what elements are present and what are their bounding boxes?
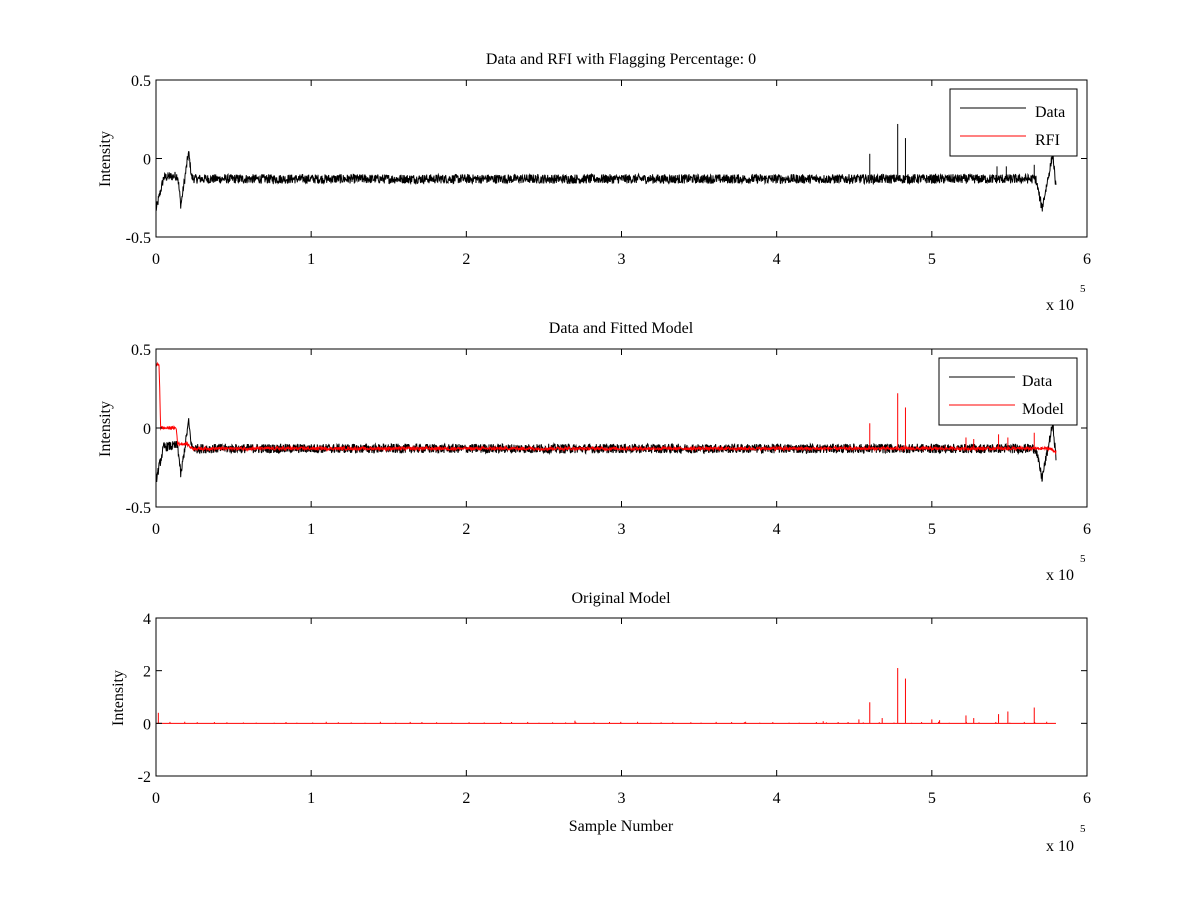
y-tick-label: -2 — [138, 769, 151, 786]
legend: Data Model — [938, 357, 1078, 426]
x-tick-label: 1 — [307, 790, 315, 807]
legend-label-data: Data — [1035, 104, 1065, 121]
legend-box — [949, 88, 1078, 157]
x-tick-label: 5 — [928, 521, 936, 538]
x-exponent-power: 5 — [1080, 283, 1086, 295]
x-tick-label: 3 — [618, 790, 626, 807]
x-tick-label: 6 — [1083, 251, 1091, 268]
y-axis-label: Intensity — [97, 131, 114, 187]
x-tick-label: 5 — [928, 790, 936, 807]
x-tick-label: 3 — [618, 521, 626, 538]
series-line-data — [155, 151, 1057, 212]
y-tick-label: -0.5 — [126, 500, 151, 517]
subplot-title: Data and Fitted Model — [549, 320, 694, 337]
series-layer — [155, 123, 1057, 212]
legend-box — [938, 357, 1078, 426]
x-tick-label: 2 — [462, 521, 470, 538]
y-tick-label: -0.5 — [126, 230, 151, 247]
x-axis-label: Sample Number — [569, 818, 674, 835]
ticks-layer: 0 1 2 3 4 5 60.50-0.5 — [126, 342, 1091, 538]
x-tick-label: 2 — [462, 790, 470, 807]
x-tick-label: 0 — [152, 521, 160, 538]
x-tick-label: 6 — [1083, 790, 1091, 807]
series-layer — [155, 361, 1057, 483]
x-tick-label: 0 — [152, 251, 160, 268]
x-exponent-power: 5 — [1080, 823, 1086, 835]
ticks-layer: 0 1 2 3 4 5 60.50-0.5 — [126, 73, 1091, 268]
y-tick-label: 0 — [143, 152, 151, 169]
y-tick-label: 0 — [143, 421, 151, 438]
legend-label-rfi: RFI — [1035, 132, 1060, 149]
series-line-model — [155, 361, 1057, 455]
legend-label-data: Data — [1022, 373, 1052, 390]
y-tick-label: 0.5 — [131, 73, 151, 90]
y-tick-label: 2 — [143, 664, 151, 681]
y-tick-label: 0 — [143, 716, 151, 733]
x-tick-label: 4 — [773, 521, 781, 538]
y-axis-label: Intensity — [110, 670, 127, 726]
x-tick-label: 0 — [152, 790, 160, 807]
x-exponent-base: x 10 — [1046, 297, 1074, 314]
y-axis-label: Intensity — [97, 401, 114, 457]
y-tick-label: 4 — [143, 611, 151, 628]
x-tick-label: 2 — [462, 251, 470, 268]
x-exponent-power: 5 — [1080, 553, 1086, 565]
x-tick-label: 3 — [618, 251, 626, 268]
subplot-data-and-fitted-model: Data and Fitted Model Intensity 0 1 2 3 4 5 6 0… — [97, 320, 1091, 584]
x-tick-label: 1 — [307, 251, 315, 268]
x-exponent-base: x 10 — [1046, 567, 1074, 584]
legend: Data RFI — [949, 88, 1078, 157]
legend-label-model: Model — [1022, 401, 1064, 418]
x-exponent-base: x 10 — [1046, 838, 1074, 855]
x-tick-label: 4 — [773, 790, 781, 807]
subplot-title: Original Model — [571, 590, 671, 607]
y-tick-label: 0.5 — [131, 342, 151, 359]
subplot-title: Data and RFI with Flagging Percentage: 0 — [486, 51, 756, 68]
x-tick-label: 6 — [1083, 521, 1091, 538]
subplot-data-and-rfi: Data and RFI with Flagging Percentage: 0… — [97, 51, 1091, 314]
x-tick-label: 4 — [773, 251, 781, 268]
x-tick-label: 1 — [307, 521, 315, 538]
series-layer — [156, 668, 1056, 724]
x-tick-label: 5 — [928, 251, 936, 268]
